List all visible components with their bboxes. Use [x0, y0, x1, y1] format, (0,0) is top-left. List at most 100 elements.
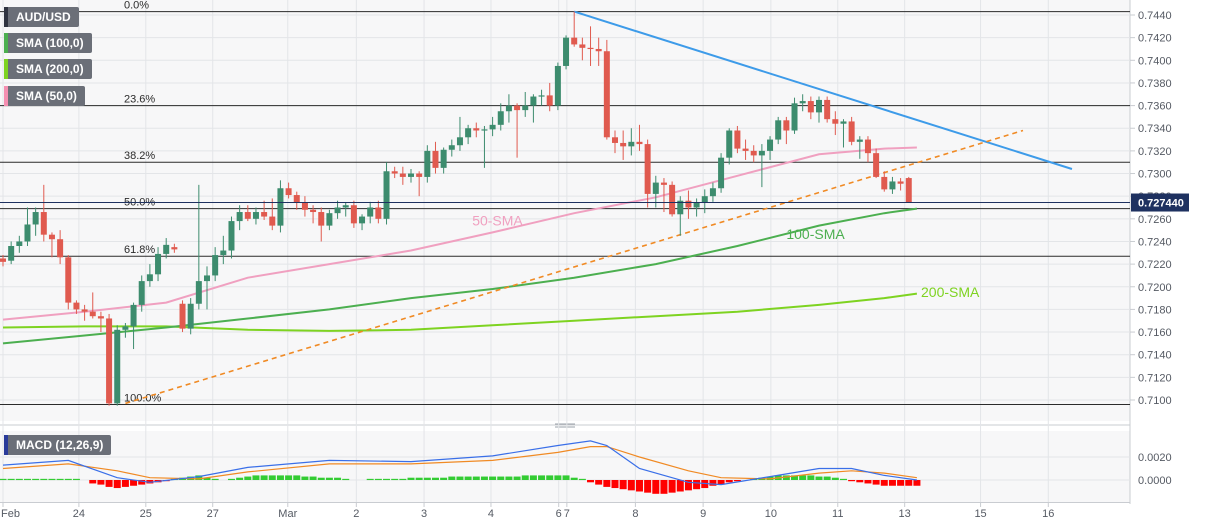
macd-histogram-bar: [244, 476, 252, 480]
candle-body: [832, 119, 839, 124]
candle-body: [195, 281, 202, 304]
ma-annotation: 100-SMA: [786, 226, 845, 242]
candle-body: [571, 37, 578, 45]
candle-body: [367, 207, 374, 217]
candle-body: [81, 309, 88, 312]
macd-histogram-bar: [848, 480, 856, 482]
macd-histogram-bar: [529, 475, 537, 480]
candle-body: [48, 234, 55, 240]
candle-body: [481, 129, 488, 131]
macd-histogram-bar: [570, 477, 578, 480]
macd-histogram-bar: [595, 480, 603, 485]
current-price-label: 0.727440: [1138, 198, 1184, 210]
candle-body: [130, 304, 137, 327]
candle-body: [269, 216, 276, 226]
candle-body: [636, 141, 643, 145]
macd-histogram-bar: [505, 476, 513, 480]
candle-body: [816, 99, 822, 113]
macd-histogram-bar: [497, 476, 505, 480]
time-tick-label: 10: [765, 508, 777, 520]
candle-body: [677, 200, 684, 215]
candle-body: [889, 181, 896, 190]
symbol-badge[interactable]: AUD/USD: [4, 7, 79, 27]
macd-histogram-bar: [325, 477, 333, 480]
candle-body: [563, 37, 570, 66]
time-tick-label: 27: [207, 508, 219, 520]
time-tick-label: 13: [899, 508, 911, 520]
macd-histogram-bar: [676, 480, 684, 492]
candle-body: [97, 316, 104, 319]
macd-histogram-bar: [285, 475, 293, 480]
candle-body: [179, 303, 186, 329]
macd-histogram-bar: [260, 475, 268, 480]
candle-body: [424, 150, 431, 177]
macd-histogram-bar: [56, 478, 64, 481]
price-tick-label: 0.7140: [1138, 350, 1172, 362]
candle-body: [620, 142, 627, 147]
candle-body: [326, 213, 333, 226]
macd-histogram-bar: [839, 478, 847, 481]
ma-annotation: 200-SMA: [921, 284, 980, 300]
macd-histogram-bar: [905, 480, 913, 486]
price-tick-label: 0.7160: [1138, 327, 1172, 339]
macd-histogram-bar: [766, 476, 774, 480]
time-tick-label: Feb: [1, 508, 20, 520]
candle-body: [432, 150, 439, 168]
candle-body: [114, 329, 121, 404]
price-tick-label: 0.7360: [1138, 101, 1172, 113]
candle-body: [383, 171, 390, 219]
time-tick-label: 8: [632, 508, 638, 520]
candle-body: [840, 121, 847, 124]
candle-body: [252, 212, 259, 219]
macd-tick-label: 0.0020: [1138, 452, 1172, 464]
price-tick-label: 0.7220: [1138, 259, 1172, 271]
macd-histogram-bar: [32, 478, 40, 481]
macd-histogram-bar: [113, 480, 121, 489]
time-tick-label: 11: [832, 508, 843, 520]
time-tick-label: 24: [73, 508, 85, 520]
macd-histogram-bar: [252, 475, 260, 480]
candle-body: [89, 311, 96, 317]
time-tick-label: Mar: [278, 508, 297, 520]
candle-body: [0, 258, 6, 262]
macd-histogram-bar: [448, 476, 456, 480]
macd-histogram-bar: [423, 477, 431, 480]
time-tick-label: 3: [421, 508, 427, 520]
candle-body: [171, 247, 178, 250]
candle-body: [465, 128, 472, 138]
macd-histogram-bar: [660, 480, 668, 494]
macd-histogram-bar: [872, 480, 880, 485]
candle-body: [318, 212, 325, 226]
sma200-badge[interactable]: SMA (200,0): [4, 59, 92, 79]
candle-body: [742, 148, 749, 151]
price-tick-label: 0.7440: [1138, 10, 1172, 22]
candle-body: [448, 145, 455, 150]
macd-histogram-bar: [309, 476, 317, 480]
candle-body: [530, 96, 537, 106]
candle-body: [187, 303, 194, 329]
candle-body: [595, 48, 602, 52]
candle-body: [489, 124, 496, 130]
candle-body: [416, 173, 423, 177]
candle-body: [612, 137, 618, 143]
macd-histogram-bar: [383, 478, 391, 481]
time-tick-label: 15: [974, 508, 986, 520]
macd-histogram-bar: [195, 475, 203, 480]
macd-badge[interactable]: MACD (12,26,9): [4, 435, 112, 455]
sma50-badge[interactable]: SMA (50,0): [4, 86, 85, 106]
candle-body: [334, 207, 341, 214]
macd-histogram-bar: [521, 475, 529, 480]
price-tick-label: 0.7420: [1138, 33, 1172, 45]
candle-body: [473, 128, 480, 131]
macd-histogram-bar: [693, 480, 701, 490]
sma100-swatch: [4, 33, 8, 53]
macd-histogram-bar: [627, 480, 635, 491]
macd-histogram-bar: [227, 478, 235, 481]
macd-histogram-bar: [562, 475, 570, 480]
candle-body: [73, 302, 80, 310]
sma100-badge[interactable]: SMA (100,0): [4, 33, 92, 53]
resistance-trendline: [573, 10, 1073, 170]
macd-histogram-bar: [268, 475, 276, 480]
candle-body: [350, 205, 357, 224]
